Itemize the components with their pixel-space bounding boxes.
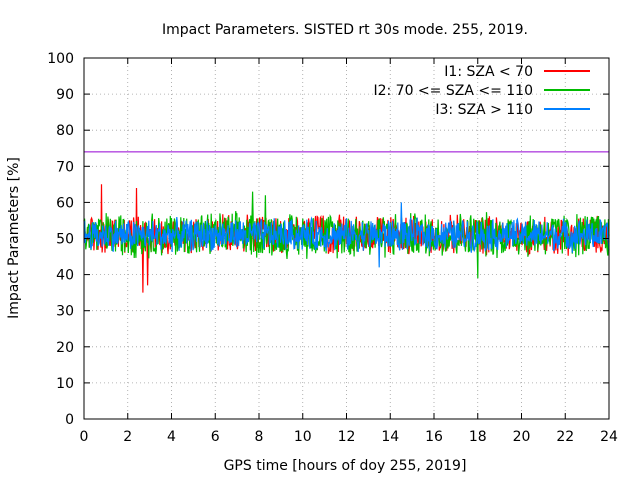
y-tick-label: 0 xyxy=(65,412,74,428)
chart-title: Impact Parameters. SISTED rt 30s mode. 2… xyxy=(162,22,528,38)
y-axis-label: Impact Parameters [%] xyxy=(6,157,22,319)
x-tick-label: 18 xyxy=(469,429,487,445)
y-tick-label: 50 xyxy=(56,232,74,248)
series-line-3 xyxy=(83,202,610,268)
legend-label-3: I3: SZA > 110 xyxy=(435,102,533,118)
x-tick-label: 2 xyxy=(123,429,132,445)
x-tick-label: 20 xyxy=(513,429,531,445)
x-tick-label: 12 xyxy=(338,429,356,445)
y-tick-label: 60 xyxy=(56,195,74,211)
y-tick-label: 30 xyxy=(56,304,74,320)
legend-label-2: I2: 70 <= SZA <= 110 xyxy=(373,83,533,99)
y-tick-label: 20 xyxy=(56,340,74,356)
x-tick-label: 8 xyxy=(255,429,264,445)
x-tick-label: 22 xyxy=(556,429,574,445)
legend-label-1: I1: SZA < 70 xyxy=(444,64,533,80)
x-tick-label: 24 xyxy=(600,429,618,445)
y-tick-label: 40 xyxy=(56,268,74,284)
y-tick-label: 80 xyxy=(56,123,74,139)
x-tick-label: 6 xyxy=(211,429,220,445)
x-tick-label: 16 xyxy=(425,429,443,445)
y-tick-label: 70 xyxy=(56,159,74,175)
axis-ticks: 0 2 4 6 8 10 12 14 16 18 20 22 240102030405060708090… xyxy=(47,51,618,445)
x-tick-label: 10 xyxy=(294,429,312,445)
legend: I1: SZA < 70 I2: 70 <= SZA <= 110 I3: SZA … xyxy=(373,64,590,118)
y-tick-label: 100 xyxy=(47,51,74,67)
series-layer xyxy=(83,184,610,293)
x-axis-label: GPS time [hours of doy 255, 2019] xyxy=(224,458,467,474)
y-tick-label: 10 xyxy=(56,376,74,392)
y-tick-label: 90 xyxy=(56,87,74,103)
x-tick-label: 0 xyxy=(80,429,89,445)
x-tick-label: 14 xyxy=(381,429,399,445)
x-tick-label: 4 xyxy=(167,429,176,445)
